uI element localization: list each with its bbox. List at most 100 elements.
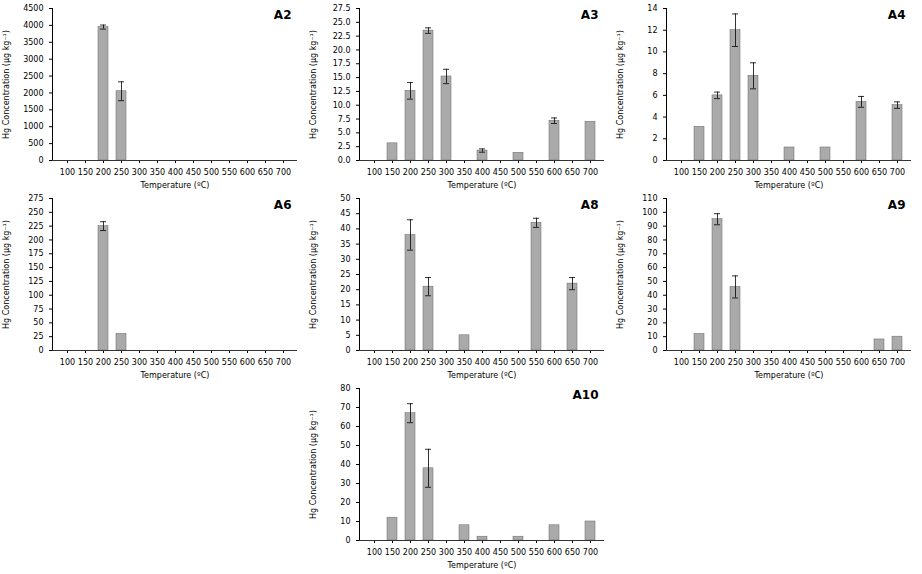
svg-text:175: 175 xyxy=(28,249,43,258)
svg-text:50: 50 xyxy=(647,277,657,286)
svg-text:90: 90 xyxy=(647,222,657,231)
svg-text:650: 650 xyxy=(565,358,580,367)
svg-text:100: 100 xyxy=(642,208,657,217)
svg-text:550: 550 xyxy=(222,358,237,367)
svg-text:3000: 3000 xyxy=(23,55,43,64)
svg-text:4: 4 xyxy=(652,113,657,122)
svg-text:600: 600 xyxy=(240,168,255,177)
svg-text:450: 450 xyxy=(800,168,815,177)
svg-text:20.0: 20.0 xyxy=(333,46,351,55)
svg-text:600: 600 xyxy=(854,358,869,367)
svg-text:Temperature (ºC): Temperature (ºC) xyxy=(754,371,824,380)
svg-text:100: 100 xyxy=(367,548,382,557)
svg-text:12: 12 xyxy=(647,26,657,35)
svg-text:0: 0 xyxy=(652,346,657,355)
svg-text:Temperature (ºC): Temperature (ºC) xyxy=(447,371,517,380)
svg-text:250: 250 xyxy=(114,168,129,177)
svg-text:500: 500 xyxy=(204,168,219,177)
svg-text:A3: A3 xyxy=(581,8,599,22)
svg-text:3500: 3500 xyxy=(23,38,43,47)
svg-text:35: 35 xyxy=(340,240,350,249)
svg-text:Temperature (ºC): Temperature (ºC) xyxy=(447,561,517,570)
svg-text:250: 250 xyxy=(421,168,436,177)
svg-text:45: 45 xyxy=(340,209,350,218)
svg-text:80: 80 xyxy=(340,384,350,393)
svg-text:350: 350 xyxy=(764,168,779,177)
svg-text:0: 0 xyxy=(652,156,657,165)
svg-text:650: 650 xyxy=(565,548,580,557)
svg-text:150: 150 xyxy=(385,168,400,177)
svg-text:350: 350 xyxy=(457,168,472,177)
svg-text:400: 400 xyxy=(782,168,797,177)
svg-text:500: 500 xyxy=(511,548,526,557)
svg-text:1000: 1000 xyxy=(23,122,43,131)
svg-text:1500: 1500 xyxy=(23,105,43,114)
svg-text:450: 450 xyxy=(800,358,815,367)
svg-text:110: 110 xyxy=(642,194,657,203)
svg-text:400: 400 xyxy=(782,358,797,367)
svg-text:70: 70 xyxy=(647,249,657,258)
svg-text:250: 250 xyxy=(421,358,436,367)
svg-text:30: 30 xyxy=(647,305,657,314)
svg-text:400: 400 xyxy=(475,358,490,367)
svg-text:Hg Concentration (µg kg⁻¹): Hg Concentration (µg kg⁻¹) xyxy=(616,30,625,139)
svg-text:A6: A6 xyxy=(274,198,292,212)
svg-text:50: 50 xyxy=(340,441,350,450)
svg-text:100: 100 xyxy=(60,168,75,177)
svg-text:150: 150 xyxy=(28,263,43,272)
svg-text:Hg Concentration (µg kg⁻¹): Hg Concentration (µg kg⁻¹) xyxy=(309,220,318,329)
svg-text:300: 300 xyxy=(439,168,454,177)
svg-text:200: 200 xyxy=(710,168,725,177)
svg-text:A4: A4 xyxy=(888,8,906,22)
svg-text:20: 20 xyxy=(647,318,657,327)
svg-text:250: 250 xyxy=(28,208,43,217)
svg-text:550: 550 xyxy=(222,168,237,177)
svg-text:300: 300 xyxy=(132,358,147,367)
svg-text:150: 150 xyxy=(385,548,400,557)
svg-text:100: 100 xyxy=(367,168,382,177)
svg-text:150: 150 xyxy=(692,168,707,177)
svg-text:A9: A9 xyxy=(888,198,906,212)
svg-text:40: 40 xyxy=(340,224,350,233)
svg-text:10.0: 10.0 xyxy=(333,101,351,110)
svg-text:Hg Concentration (µg kg⁻¹): Hg Concentration (µg kg⁻¹) xyxy=(2,220,11,329)
svg-text:100: 100 xyxy=(674,358,689,367)
svg-text:300: 300 xyxy=(746,358,761,367)
svg-text:200: 200 xyxy=(96,168,111,177)
svg-text:25.0: 25.0 xyxy=(333,18,351,27)
svg-text:450: 450 xyxy=(186,168,201,177)
svg-text:30: 30 xyxy=(340,255,350,264)
svg-text:450: 450 xyxy=(186,358,201,367)
svg-text:500: 500 xyxy=(818,358,833,367)
svg-text:200: 200 xyxy=(710,358,725,367)
svg-text:A2: A2 xyxy=(274,8,292,22)
svg-text:400: 400 xyxy=(168,168,183,177)
svg-text:4500: 4500 xyxy=(23,4,43,13)
svg-text:400: 400 xyxy=(475,168,490,177)
svg-text:Hg Concentration (µg kg⁻¹): Hg Concentration (µg kg⁻¹) xyxy=(309,410,318,519)
svg-text:7.5: 7.5 xyxy=(338,115,351,124)
svg-text:250: 250 xyxy=(421,548,436,557)
svg-text:Temperature (ºC): Temperature (ºC) xyxy=(447,181,517,190)
svg-text:Temperature (ºC): Temperature (ºC) xyxy=(140,181,210,190)
svg-text:500: 500 xyxy=(204,358,219,367)
svg-text:60: 60 xyxy=(340,422,350,431)
svg-text:650: 650 xyxy=(258,358,273,367)
svg-text:500: 500 xyxy=(511,168,526,177)
svg-text:550: 550 xyxy=(836,168,851,177)
svg-text:400: 400 xyxy=(475,548,490,557)
svg-text:550: 550 xyxy=(529,168,544,177)
svg-text:300: 300 xyxy=(132,168,147,177)
svg-text:70: 70 xyxy=(340,403,350,412)
svg-text:600: 600 xyxy=(547,168,562,177)
svg-text:Hg Concentration (µg kg⁻¹): Hg Concentration (µg kg⁻¹) xyxy=(309,30,318,139)
svg-text:0: 0 xyxy=(345,346,350,355)
svg-text:27.5: 27.5 xyxy=(333,4,351,13)
svg-text:A8: A8 xyxy=(581,198,599,212)
svg-text:40: 40 xyxy=(647,291,657,300)
svg-text:275: 275 xyxy=(28,194,43,203)
svg-text:8: 8 xyxy=(652,69,657,78)
svg-text:700: 700 xyxy=(276,168,291,177)
svg-text:25: 25 xyxy=(340,270,350,279)
svg-text:550: 550 xyxy=(529,548,544,557)
